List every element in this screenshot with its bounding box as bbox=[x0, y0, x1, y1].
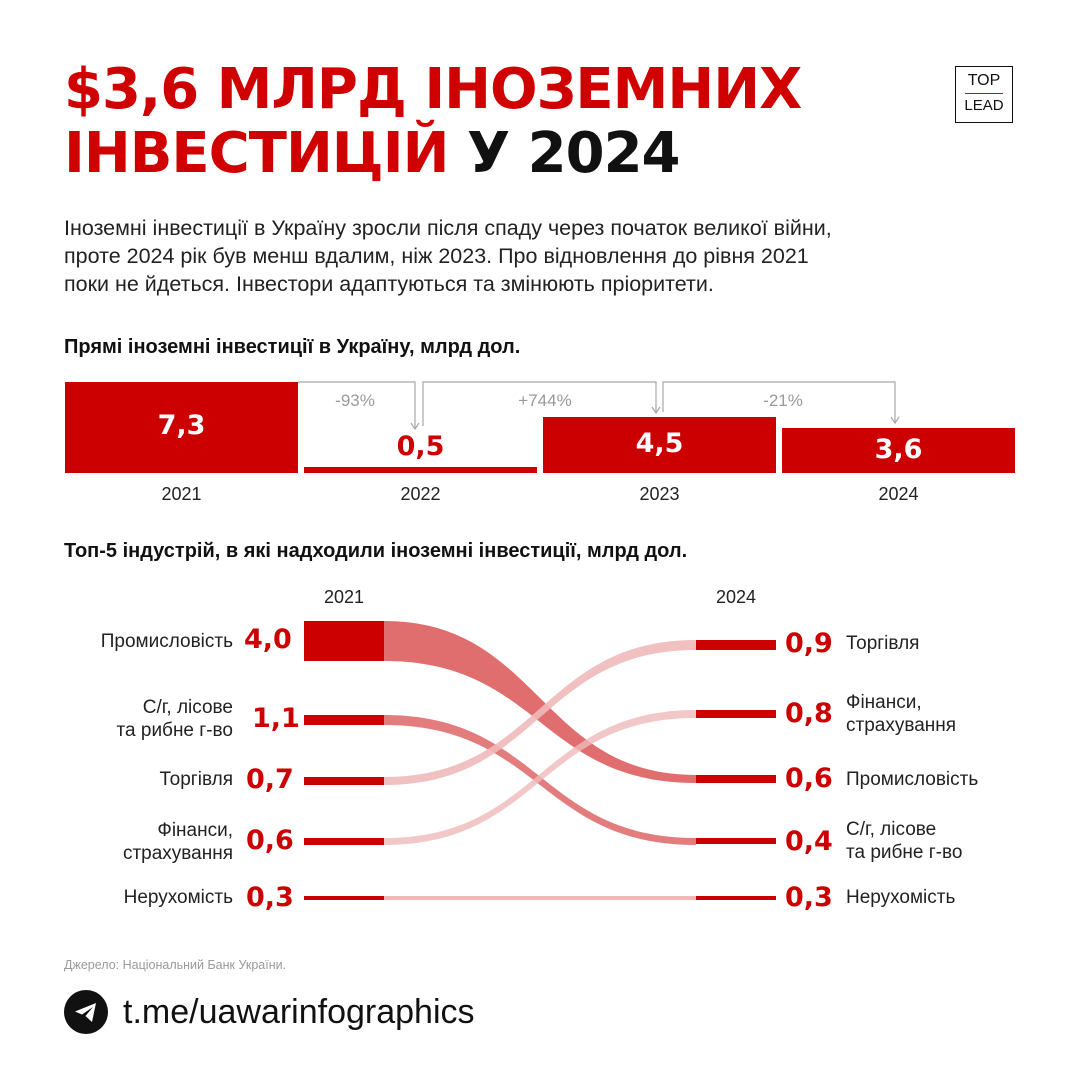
bar-value-2022: 0,5 bbox=[396, 431, 445, 462]
industry-label: Торгівля bbox=[159, 769, 233, 790]
title-black-part: У 2024 bbox=[448, 121, 681, 186]
top-lead-logo: TOP LEAD bbox=[955, 66, 1013, 123]
year-label: 2021 bbox=[161, 484, 202, 504]
telegram-link[interactable]: t.me/uawarinfographics bbox=[123, 993, 475, 1031]
label-line: С/г, лісове bbox=[846, 819, 937, 840]
industry-label: Промисловість bbox=[100, 631, 233, 652]
industry-value: 0,7 bbox=[246, 764, 294, 795]
label-line: страхування bbox=[846, 715, 957, 736]
paper-plane-icon bbox=[75, 1003, 96, 1022]
industry-label: Нерухомість bbox=[846, 887, 956, 908]
bar-value-2024: 3,6 bbox=[874, 434, 923, 465]
title-line-2: ІНВЕСТИЦІЙ У 2024 bbox=[64, 122, 801, 186]
sankey-left-year: 2021 bbox=[323, 587, 365, 607]
industry-label: С/г, лісове та рибне г-во bbox=[117, 696, 233, 742]
industry-label: Промисловість bbox=[846, 769, 979, 790]
change-label: -93% bbox=[335, 391, 375, 410]
logo-top-text: TOP bbox=[967, 72, 1001, 89]
source-note: Джерело: Національний Банк України. bbox=[64, 958, 287, 972]
bar-2023 bbox=[543, 417, 776, 473]
bar-2024 bbox=[782, 428, 1015, 473]
year-label: 2022 bbox=[400, 484, 441, 504]
logo-bottom-text: LEAD bbox=[964, 97, 1004, 114]
intro-line: поки не йдеться. Інвестори адаптуються т… bbox=[64, 272, 714, 296]
sankey-right-year: 2024 bbox=[715, 587, 757, 607]
year-label: 2023 bbox=[639, 484, 680, 504]
bar-value-2021: 7,3 bbox=[157, 410, 206, 441]
label-line: Фінанси, bbox=[846, 692, 922, 713]
bar-value-2023: 4,5 bbox=[635, 428, 684, 459]
industry-label: Нерухомість bbox=[123, 887, 233, 908]
industry-value: 0,6 bbox=[246, 825, 294, 856]
sankey-title: Топ-5 індустрій, в які надходили іноземн… bbox=[64, 540, 688, 562]
industry-value: 1,1 bbox=[252, 703, 300, 734]
industry-label: Фінанси, страхування bbox=[846, 691, 956, 737]
telegram-icon[interactable] bbox=[64, 990, 108, 1034]
page-title: $3,6 МЛРД ІНОЗЕМНИХ ІНВЕСТИЦІЙ У 2024 bbox=[64, 57, 802, 186]
industry-value: 0,3 bbox=[785, 882, 833, 913]
bar-2021 bbox=[65, 382, 298, 473]
intro-line: проте 2024 рік був менш вдалим, ніж 2023… bbox=[64, 244, 809, 268]
label-line: та рибне г-во bbox=[116, 720, 233, 741]
intro-paragraph: Іноземні інвестиції в Україну зросли піс… bbox=[64, 214, 1024, 298]
change-label: +744% bbox=[518, 391, 572, 410]
bar-chart-title: Прямі іноземні інвестиції в Україну, млр… bbox=[64, 336, 521, 358]
industry-label: С/г, лісове та рибне г-во bbox=[846, 818, 962, 864]
label-line: та рибне г-во bbox=[846, 842, 963, 863]
industry-value: 0,8 bbox=[785, 698, 833, 729]
label-line: Фінанси, bbox=[157, 820, 233, 841]
year-label: 2024 bbox=[878, 484, 919, 504]
industry-label: Фінанси, страхування bbox=[123, 819, 233, 865]
industry-value: 0,3 bbox=[246, 882, 294, 913]
logo-divider bbox=[965, 93, 1003, 94]
industry-label: Торгівля bbox=[846, 633, 920, 654]
title-red-part: ІНВЕСТИЦІЙ bbox=[64, 121, 449, 186]
industry-value: 4,0 bbox=[244, 624, 292, 655]
title-line-1: $3,6 МЛРД ІНОЗЕМНИХ bbox=[64, 57, 802, 122]
label-line: страхування bbox=[122, 843, 233, 864]
label-line: С/г, лісове bbox=[142, 697, 233, 718]
bar-2022 bbox=[304, 467, 537, 473]
industry-value: 0,9 bbox=[785, 628, 833, 659]
change-arrows bbox=[298, 381, 900, 431]
industry-value: 0,6 bbox=[785, 763, 833, 794]
intro-line: Іноземні інвестиції в Україну зросли піс… bbox=[64, 216, 832, 240]
industry-value: 0,4 bbox=[785, 826, 833, 857]
change-label: -21% bbox=[763, 391, 803, 410]
